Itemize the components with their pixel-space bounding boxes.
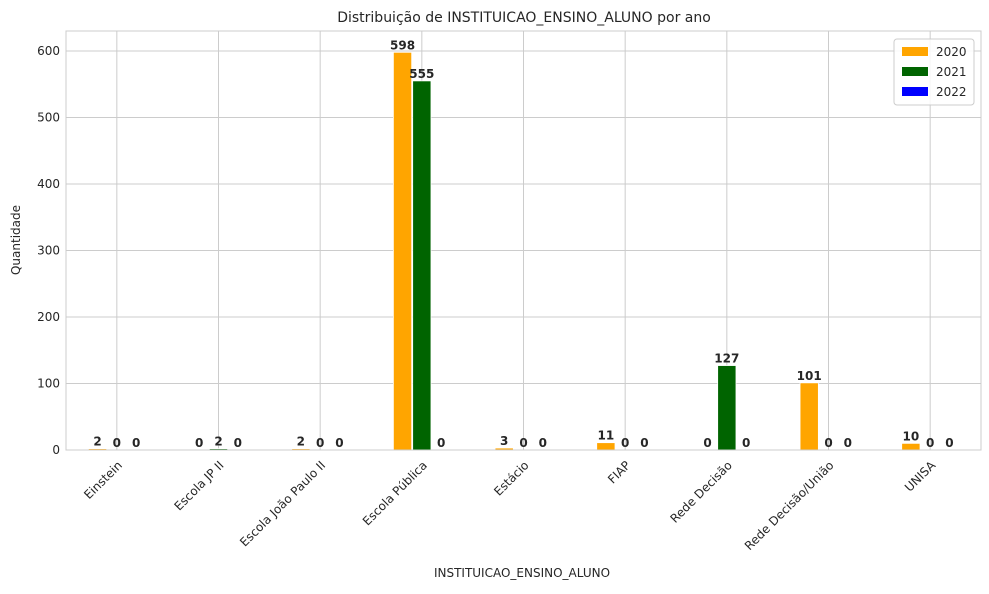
x-tick-label: FIAP	[605, 458, 633, 486]
bar-value-label: 555	[409, 67, 434, 81]
bar-value-label: 0	[926, 436, 934, 450]
bar-value-label: 2	[93, 435, 101, 449]
y-tick-label: 0	[52, 443, 60, 457]
y-tick-label: 600	[37, 44, 60, 58]
legend-entry: 2021	[936, 65, 967, 79]
bar-value-label: 2	[297, 435, 305, 449]
y-tick-label: 200	[37, 310, 60, 324]
bar-value-label: 10	[903, 429, 920, 443]
plot-frame	[65, 30, 982, 451]
bar-value-label: 101	[797, 369, 822, 383]
x-ticks: Einstein Escola JP II Escola João Paulo II…	[81, 458, 939, 553]
bar-value-label: 0	[437, 436, 445, 450]
bar-value-label: 0	[113, 436, 121, 450]
x-tick-label: Escola João Paulo II	[237, 458, 328, 549]
y-tick-label: 400	[37, 177, 60, 191]
bar-value-label: 0	[703, 436, 711, 450]
bar-value-label: 2	[214, 435, 222, 449]
bar-value-label: 127	[714, 352, 739, 366]
x-axis-label: INSTITUICAO_ENSINO_ALUNO	[434, 566, 610, 580]
bar-value-label: 0	[824, 436, 832, 450]
y-tick-label: 500	[37, 110, 60, 124]
bar-value-label: 0	[844, 436, 852, 450]
legend-swatch	[902, 87, 928, 96]
y-axis-label: Quantidade	[9, 205, 23, 275]
legend: 2020 2021 2022	[893, 38, 975, 106]
y-tick-label: 300	[37, 243, 60, 257]
bar-value-label: 0	[640, 436, 648, 450]
x-tick-label: Rede Decisão	[667, 458, 735, 526]
x-tick-label: UNISA	[902, 458, 939, 495]
bar-2020	[799, 382, 819, 451]
x-tick-label: Escola JP II	[172, 458, 227, 513]
bar-value-label: 0	[742, 436, 750, 450]
bar-value-label: 0	[945, 436, 953, 450]
bar-value-label: 0	[132, 436, 140, 450]
bars	[87, 51, 921, 451]
bar-value-label: 598	[390, 38, 415, 52]
bar-value-label: 0	[539, 436, 547, 450]
chart-title: Distribuição de INSTITUICAO_ENSINO_ALUNO…	[337, 10, 711, 26]
x-tick-label: Escola Pública	[360, 458, 430, 528]
bar-2020	[596, 442, 616, 451]
bar-2021	[412, 80, 432, 451]
bar-value-label: 0	[234, 436, 242, 450]
bar-value-label: 0	[195, 436, 203, 450]
x-tick-label: Estácio	[491, 458, 531, 498]
bar-value-label: 11	[598, 429, 615, 443]
bar-value-label: 0	[316, 436, 324, 450]
bar-value-label: 0	[335, 436, 343, 450]
y-ticks: 0 100 200 300 400 500 600	[37, 44, 60, 457]
x-tick-label: Einstein	[81, 458, 125, 502]
legend-entry: 2020	[936, 45, 967, 59]
bar-value-label: 3	[500, 434, 508, 448]
y-tick-label: 100	[37, 376, 60, 390]
x-tick-label: Rede Decisão/União	[742, 458, 837, 553]
plot-border	[65, 30, 982, 451]
legend-entry: 2022	[936, 85, 967, 99]
bar-2020	[392, 51, 413, 451]
legend-swatch	[902, 47, 928, 56]
legend-swatch	[902, 67, 928, 76]
bar-2021	[717, 365, 737, 451]
bar-value-label: 0	[621, 436, 629, 450]
bar-2020	[901, 442, 921, 451]
bar-value-label: 0	[519, 436, 527, 450]
grid	[66, 31, 981, 451]
